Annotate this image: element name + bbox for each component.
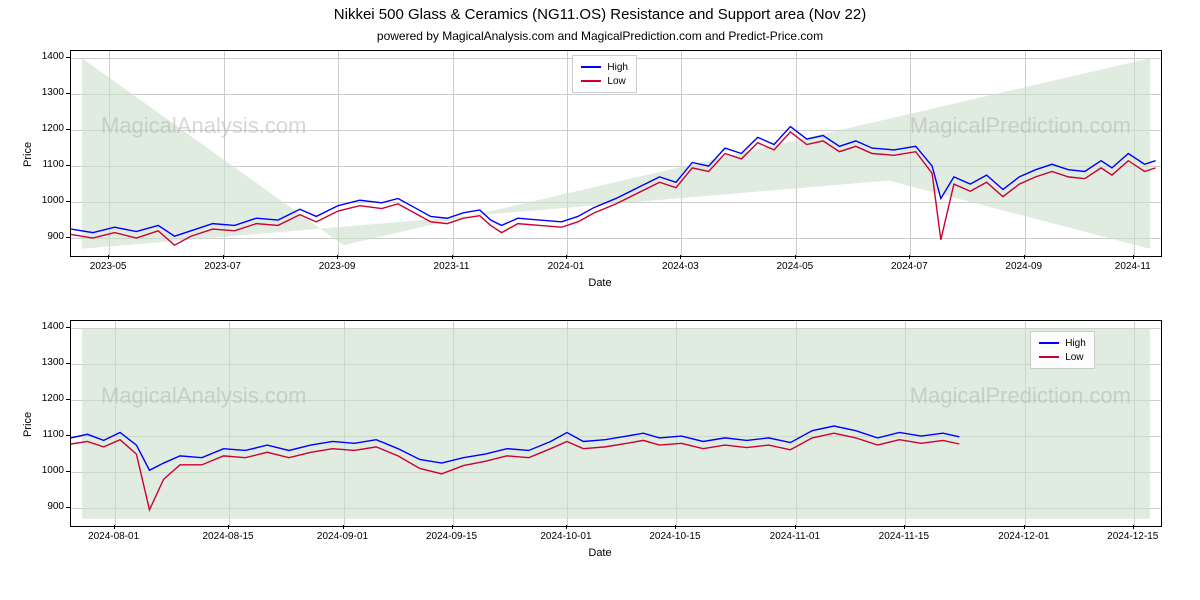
- ytick-label: 1400: [24, 321, 64, 332]
- xtick-label: 2024-12-01: [998, 531, 1049, 542]
- x-axis-label: Date: [0, 277, 1200, 289]
- legend-item-high: High: [1039, 336, 1086, 350]
- xtick-label: 2023-05: [90, 261, 127, 272]
- chart-svg: [71, 321, 1161, 526]
- ytick-label: 900: [24, 231, 64, 242]
- ytick-label: 1200: [24, 393, 64, 404]
- ytick-label: 900: [24, 501, 64, 512]
- legend-swatch-low-icon: [1039, 356, 1059, 358]
- xtick-label: 2024-12-15: [1107, 531, 1158, 542]
- legend-label-high: High: [607, 62, 628, 73]
- legend-label-low: Low: [1065, 352, 1083, 363]
- xtick-label: 2024-11: [1115, 261, 1151, 272]
- plot-area: MagicalAnalysis.comMagicalPrediction.com…: [70, 320, 1162, 527]
- xtick-label: 2024-10-01: [540, 531, 591, 542]
- xtick-label: 2024-11-15: [879, 531, 929, 542]
- xtick-label: 2024-09-01: [317, 531, 368, 542]
- xtick-label: 2024-03: [662, 261, 699, 272]
- legend-swatch-high-icon: [581, 66, 601, 68]
- xtick-label: 2024-08-15: [202, 531, 253, 542]
- legend-item-low: Low: [1039, 350, 1086, 364]
- xtick-label: 2024-09-15: [426, 531, 477, 542]
- xtick-label: 2023-07: [204, 261, 241, 272]
- ytick-label: 1300: [24, 87, 64, 98]
- xtick-label: 2024-07: [891, 261, 928, 272]
- chart-title: Nikkei 500 Glass & Ceramics (NG11.OS) Re…: [0, 0, 1200, 23]
- xtick-label: 2024-01: [548, 261, 585, 272]
- xtick-label: 2024-11-01: [770, 531, 820, 542]
- xtick-label: 2024-10-15: [649, 531, 700, 542]
- xtick-label: 2023-11: [434, 261, 470, 272]
- ytick-label: 1300: [24, 357, 64, 368]
- legend-item-low: Low: [581, 74, 628, 88]
- support-area: [82, 328, 1150, 519]
- y-axis-label: Price: [22, 411, 34, 436]
- ytick-label: 1200: [24, 123, 64, 134]
- chart-subtitle: powered by MagicalAnalysis.com and Magic…: [0, 23, 1200, 43]
- legend-label-low: Low: [607, 76, 625, 87]
- legend-box: High Low: [1030, 331, 1095, 369]
- xtick-label: 2024-09: [1005, 261, 1042, 272]
- legend-label-high: High: [1065, 338, 1086, 349]
- xtick-label: 2023-09: [319, 261, 356, 272]
- legend-box: High Low: [572, 55, 637, 93]
- plot-area: MagicalAnalysis.comMagicalPrediction.com…: [70, 50, 1162, 257]
- x-axis-label: Date: [0, 547, 1200, 559]
- legend-swatch-high-icon: [1039, 342, 1059, 344]
- legend-item-high: High: [581, 60, 628, 74]
- xtick-label: 2024-05: [776, 261, 813, 272]
- y-axis-label: Price: [22, 141, 34, 166]
- xtick-label: 2024-08-01: [88, 531, 139, 542]
- ytick-label: 1400: [24, 51, 64, 62]
- legend-swatch-low-icon: [581, 80, 601, 82]
- figure-container: Nikkei 500 Glass & Ceramics (NG11.OS) Re…: [0, 0, 1200, 600]
- ytick-label: 1000: [24, 195, 64, 206]
- ytick-label: 1000: [24, 465, 64, 476]
